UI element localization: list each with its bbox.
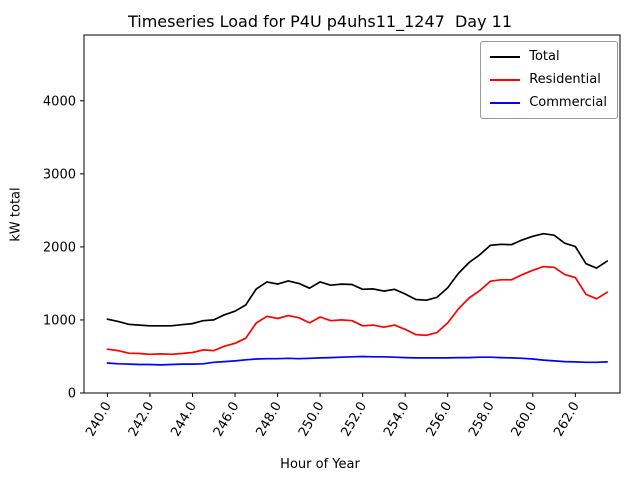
legend-label-residential: Residential [529, 72, 601, 87]
y-tick-label: 4000 [43, 94, 76, 109]
x-axis-label: Hour of Year [280, 457, 360, 472]
commercial-line-swatch-icon [490, 102, 521, 104]
legend-entry-residential: Residential [490, 72, 607, 88]
x-tick-label: 246.0 [211, 400, 243, 440]
y-tick-label: 1000 [43, 313, 76, 328]
legend-entry-commercial: Commercial [490, 95, 607, 111]
y-tick-label: 3000 [43, 167, 76, 182]
total-line-swatch-icon [490, 56, 521, 58]
x-tick-label: 248.0 [253, 400, 285, 440]
legend-entry-total: Total [490, 49, 607, 65]
residential-line-swatch-icon [490, 79, 521, 81]
x-tick-label: 262.0 [551, 400, 583, 440]
chart-title: Timeseries Load for P4U p4uhs11_1247 Day… [127, 12, 513, 31]
legend: Total Residential Commercial [480, 41, 618, 119]
x-tick-label: 252.0 [338, 400, 370, 440]
x-tick-label: 256.0 [424, 400, 456, 440]
legend-label-commercial: Commercial [529, 95, 607, 110]
series-line-residential [106, 265, 609, 356]
x-tick-label: 258.0 [466, 400, 498, 440]
x-tick-label: 240.0 [83, 400, 115, 440]
x-tick-label: 260.0 [509, 400, 541, 440]
y-tick-label: 0 [68, 387, 76, 402]
x-tick-label: 254.0 [381, 400, 413, 440]
series-line-commercial [106, 355, 609, 366]
x-tick-label: 250.0 [296, 400, 328, 440]
series-line-total [106, 232, 609, 327]
x-tick-label: 244.0 [168, 400, 200, 440]
y-tick-label: 2000 [43, 240, 76, 255]
legend-label-total: Total [529, 49, 560, 64]
x-tick-label: 242.0 [126, 400, 158, 440]
